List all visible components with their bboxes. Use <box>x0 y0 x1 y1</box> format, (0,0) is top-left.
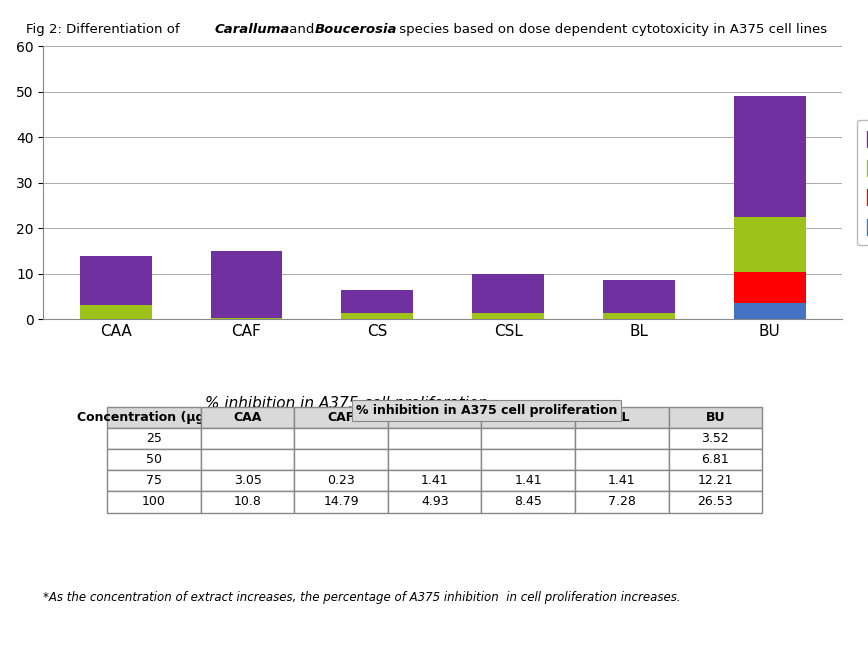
Bar <box>80 256 152 306</box>
Text: species based on dose dependent cytotoxicity in A375 cell lines: species based on dose dependent cytotoxi… <box>395 23 827 36</box>
Legend: at 100 ug/ml, at 75 ug/ml, at 50 ug/ml, at 25 ug/ml: at 100 ug/ml, at 75 ug/ml, at 50 ug/ml, … <box>857 120 868 246</box>
Bar <box>603 313 674 319</box>
Bar <box>733 273 806 304</box>
Text: Boucerosia: Boucerosia <box>315 23 398 36</box>
Bar <box>211 251 282 318</box>
Bar <box>341 313 413 319</box>
Text: % inhibition in A375 cell proliferation: % inhibition in A375 cell proliferation <box>206 396 489 411</box>
Bar <box>472 313 544 319</box>
Bar <box>733 304 806 319</box>
Text: Caralluma: Caralluma <box>214 23 290 36</box>
Bar <box>733 216 806 273</box>
Text: % inhibition in A375 cell proliferation: % inhibition in A375 cell proliferation <box>356 404 617 417</box>
Text: *As the concentration of extract increases, the percentage of A375 inhibition  i: *As the concentration of extract increas… <box>43 591 681 604</box>
Text: and: and <box>285 23 319 36</box>
Bar <box>733 96 806 216</box>
Bar <box>472 275 544 313</box>
Text: Fig 2: Differentiation of: Fig 2: Differentiation of <box>26 23 184 36</box>
Bar <box>80 306 152 319</box>
Bar <box>341 290 413 313</box>
Bar <box>603 280 674 313</box>
Bar <box>211 318 282 319</box>
